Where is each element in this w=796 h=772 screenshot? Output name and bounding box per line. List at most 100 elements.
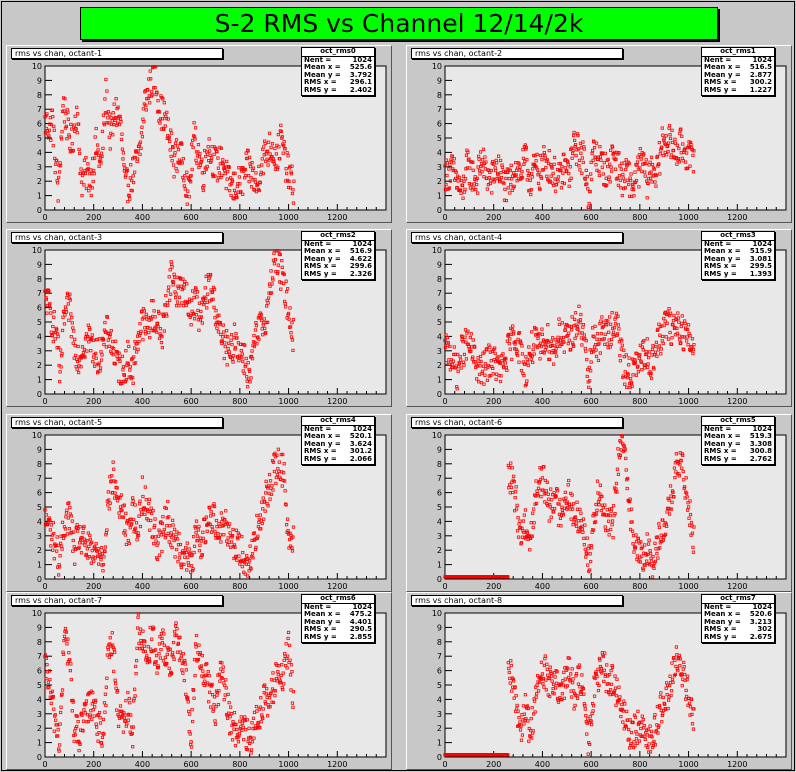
data-point <box>577 331 582 335</box>
data-point <box>180 161 184 165</box>
data-point <box>107 507 111 511</box>
data-point <box>222 330 226 334</box>
data-point <box>221 665 225 669</box>
data-point <box>477 380 481 384</box>
data-point <box>660 720 664 724</box>
data-point <box>181 652 185 656</box>
data-point <box>603 525 607 529</box>
data-point <box>518 728 523 732</box>
data-point <box>58 541 63 545</box>
data-point <box>690 337 695 341</box>
data-point <box>272 469 277 474</box>
data-point <box>685 327 690 332</box>
data-point <box>567 172 571 176</box>
data-point <box>219 332 223 337</box>
data-point <box>193 673 197 678</box>
data-point <box>543 500 547 504</box>
data-point <box>89 349 93 353</box>
x-tick-label: 0 <box>42 213 47 222</box>
stats-label: Mean y = <box>304 439 341 448</box>
data-point <box>561 171 565 175</box>
data-point <box>508 347 512 351</box>
data-point <box>99 151 104 155</box>
y-tick-label: 1 <box>37 739 42 748</box>
data-point <box>49 544 53 548</box>
data-point <box>581 322 585 327</box>
data-point <box>613 167 618 171</box>
data-point <box>83 355 87 359</box>
data-point <box>275 663 279 667</box>
data-point <box>449 158 453 162</box>
data-point <box>90 186 94 190</box>
data-point <box>666 706 670 711</box>
y-tick-label: 1 <box>437 376 442 385</box>
data-point <box>532 352 536 356</box>
data-point <box>657 522 661 526</box>
data-point <box>232 322 237 326</box>
data-point <box>668 674 672 678</box>
y-tick-label: 4 <box>437 148 442 157</box>
data-point <box>245 554 249 558</box>
data-point <box>60 520 65 524</box>
data-point <box>600 315 604 319</box>
data-point <box>84 699 89 703</box>
data-point <box>252 334 256 338</box>
data-point <box>187 195 191 199</box>
data-point <box>281 687 285 692</box>
data-point <box>642 152 646 156</box>
data-point <box>174 138 179 142</box>
data-point <box>249 748 254 752</box>
x-tick-label: 200 <box>486 397 501 406</box>
data-point <box>653 541 657 545</box>
data-point <box>545 662 549 666</box>
data-point <box>141 494 145 499</box>
data-point <box>533 710 537 714</box>
data-point <box>651 554 655 559</box>
data-point <box>525 158 529 162</box>
data-point <box>99 350 103 354</box>
y-tick-label: 5 <box>437 503 442 512</box>
data-point <box>60 547 64 551</box>
x-tick-label: 800 <box>232 213 247 222</box>
y-tick-label: 6 <box>437 489 442 498</box>
data-point <box>126 183 130 187</box>
data-point <box>51 339 55 344</box>
data-point <box>220 676 224 680</box>
data-point <box>667 307 671 311</box>
data-point <box>66 293 70 297</box>
data-point <box>686 501 690 505</box>
stats-label: Nent = <box>304 424 332 433</box>
stats-label: Nent = <box>304 239 332 248</box>
data-point <box>625 486 629 491</box>
data-point <box>659 533 663 537</box>
stats-row-mean_x: Mean x = 475.2 <box>304 611 372 619</box>
data-point <box>174 547 179 552</box>
data-point <box>87 326 91 330</box>
data-point <box>607 330 611 334</box>
data-point <box>638 343 642 347</box>
data-point <box>259 527 263 531</box>
data-point <box>627 161 631 165</box>
x-tick-label: 600 <box>184 213 199 222</box>
data-point <box>576 519 581 523</box>
data-point <box>474 188 478 192</box>
data-point <box>197 155 202 159</box>
stats-row-rms_x: RMS x = 300.8 <box>704 448 772 456</box>
data-point <box>577 663 582 667</box>
data-point <box>74 547 78 551</box>
data-point <box>226 335 230 339</box>
data-point <box>589 360 593 364</box>
data-point <box>638 147 642 151</box>
data-point <box>265 687 269 691</box>
data-point <box>98 721 103 725</box>
data-point <box>188 315 192 319</box>
data-point <box>444 361 449 365</box>
data-point <box>685 495 689 499</box>
data-point <box>126 200 130 204</box>
data-point <box>490 191 494 195</box>
data-point <box>615 332 620 336</box>
data-point <box>190 745 194 749</box>
data-point <box>216 330 221 334</box>
data-point <box>639 726 643 731</box>
data-point <box>226 170 230 174</box>
